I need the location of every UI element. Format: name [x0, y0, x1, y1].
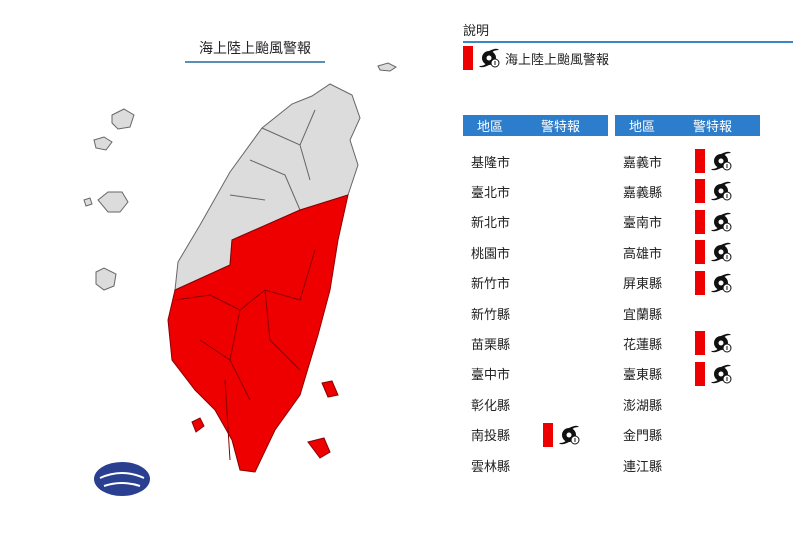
typhoon-icon: [479, 48, 500, 68]
table-row: 新北市: [471, 210, 543, 234]
header-region: 地區: [629, 120, 656, 135]
table-row: 彰化縣: [471, 392, 543, 416]
table-row: 苗栗縣: [471, 331, 543, 355]
table-row: 臺東縣: [623, 361, 733, 386]
cwa-logo: [94, 462, 150, 496]
typhoon-icon: [711, 272, 732, 293]
typhoon-icon: [711, 333, 732, 354]
table-row: 高雄市: [623, 240, 733, 265]
region-name: 新北市: [471, 216, 511, 232]
region-name: 屏東縣: [623, 277, 663, 293]
warning-swatch: [695, 331, 705, 356]
table-row: 新竹市: [471, 271, 543, 295]
region-name: 基隆市: [471, 155, 511, 171]
warning-swatch: [543, 422, 553, 447]
table-row: 南投縣: [471, 422, 581, 447]
typhoon-icon: [711, 242, 732, 262]
table-row: 嘉義市: [623, 149, 733, 173]
warning-swatch: [695, 149, 705, 173]
matsu-island: [377, 62, 397, 72]
table-row: 金門縣: [623, 423, 695, 447]
region-name: 桃園市: [471, 246, 511, 262]
island-red-south: [167, 194, 349, 473]
region-name: 苗栗縣: [471, 337, 511, 353]
region-name: 嘉義市: [623, 155, 663, 171]
kinmen-island: [93, 108, 135, 151]
warning-swatch: [695, 209, 705, 234]
region-name: 臺東縣: [623, 368, 663, 384]
green-island: [321, 380, 339, 398]
typhoon-icon: [711, 181, 732, 202]
typhoon-icon: [711, 212, 732, 232]
region-name: 宜蘭縣: [623, 307, 663, 323]
table-row: 連江縣: [623, 453, 695, 477]
table-row: 嘉義縣: [623, 179, 733, 204]
table-row: 花蓮縣: [623, 331, 733, 356]
warning-swatch: [695, 270, 705, 295]
typhoon-icon: [559, 424, 580, 445]
table-row: 基隆市: [471, 149, 543, 173]
region-name: 澎湖縣: [623, 398, 663, 414]
region-name: 雲林縣: [471, 459, 511, 475]
header-warning: 警特報: [693, 120, 733, 135]
map-title: 海上陸上颱風警報: [185, 38, 325, 63]
typhoon-icon: [711, 151, 732, 171]
region-name: 嘉義縣: [623, 185, 663, 201]
table-row: 臺北市: [471, 179, 543, 203]
table-row: 桃園市: [471, 240, 543, 264]
table-row: 臺南市: [623, 209, 733, 234]
region-name: 高雄市: [623, 246, 663, 262]
legend-title: 說明: [463, 20, 793, 43]
region-name: 彰化縣: [471, 398, 511, 414]
region-name: 臺南市: [623, 216, 663, 232]
region-name: 新竹縣: [471, 307, 511, 323]
warning-color-swatch: [463, 46, 473, 70]
taiwan-map: [83, 62, 397, 496]
warning-swatch: [695, 361, 705, 386]
table-row: 屏東縣: [623, 270, 733, 295]
region-name: 臺中市: [471, 368, 511, 384]
warning-swatch: [695, 240, 705, 265]
orchid-island: [307, 437, 331, 459]
table-row: 臺中市: [471, 362, 543, 386]
table-header-left: 地區 警特報: [463, 115, 608, 136]
table-row: 宜蘭縣: [623, 301, 695, 325]
penghu-island: [83, 191, 129, 291]
warning-swatch: [695, 179, 705, 204]
header-region: 地區: [477, 120, 504, 135]
legend-item: 海上陸上颱風警報: [463, 46, 609, 70]
table-header-right: 地區 警特報: [615, 115, 760, 136]
typhoon-icon: [711, 364, 732, 384]
region-name: 連江縣: [623, 459, 663, 475]
header-warning: 警特報: [541, 120, 581, 135]
table-row: 澎湖縣: [623, 392, 695, 416]
region-name: 臺北市: [471, 185, 511, 201]
table-row: 雲林縣: [471, 453, 543, 477]
region-name: 花蓮縣: [623, 337, 663, 353]
region-name: 南投縣: [471, 429, 511, 445]
table-row: 新竹縣: [471, 301, 543, 325]
region-name: 新竹市: [471, 277, 511, 293]
liuqiu-island: [191, 417, 205, 433]
region-name: 金門縣: [623, 429, 663, 445]
legend-item-label: 海上陸上颱風警報: [505, 52, 610, 68]
